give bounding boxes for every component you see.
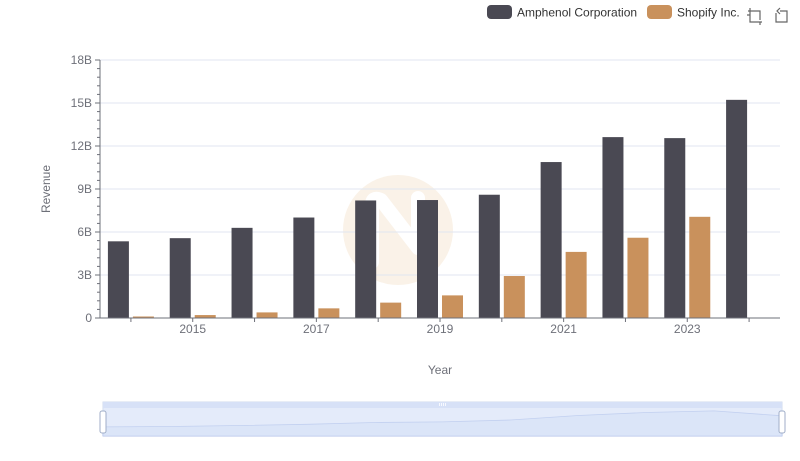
bar-amphenol-corporation-2022[interactable] xyxy=(602,137,624,318)
bar-amphenol-corporation-2024[interactable] xyxy=(726,99,748,318)
data-zoom-slider[interactable] xyxy=(99,401,786,437)
x-tick-label: 2019 xyxy=(427,322,454,336)
bar-amphenol-corporation-2014[interactable] xyxy=(107,241,129,318)
data-zoom-move-handle[interactable] xyxy=(438,403,447,406)
bar-amphenol-corporation-2015[interactable] xyxy=(169,238,191,318)
legend-label: Amphenol Corporation xyxy=(517,6,637,20)
y-tick-label: 9B xyxy=(77,182,92,196)
bar-shopify-inc-2019[interactable] xyxy=(442,295,463,318)
x-tick-label: 2021 xyxy=(550,322,577,336)
x-tick-label: 2015 xyxy=(179,322,206,336)
y-tick-label: 6B xyxy=(77,225,92,239)
bar-shopify-inc-2017[interactable] xyxy=(318,308,340,318)
data-zoom-handle-right[interactable] xyxy=(778,410,786,434)
legend-item-shopify-inc[interactable]: Shopify Inc. xyxy=(647,5,740,20)
bar-amphenol-corporation-2023[interactable] xyxy=(664,138,686,318)
y-axis: 0 3B 6B 9B 12B 15B 18B xyxy=(71,53,101,325)
x-axis: 2015 2017 2019 2021 2023 xyxy=(100,317,780,336)
y-axis-title: Revenue xyxy=(39,165,53,213)
bar-shopify-inc-2018[interactable] xyxy=(380,302,402,318)
bar-shopify-inc-2021[interactable] xyxy=(565,251,587,318)
bar-amphenol-corporation-2018[interactable] xyxy=(355,200,377,318)
zoom-icon[interactable] xyxy=(746,6,764,25)
bars xyxy=(107,99,748,318)
legend-swatch xyxy=(647,5,672,19)
bar-shopify-inc-2014[interactable] xyxy=(132,316,154,318)
y-tick-label: 15B xyxy=(71,96,92,110)
bar-amphenol-corporation-2016[interactable] xyxy=(231,227,253,318)
legend-label: Shopify Inc. xyxy=(677,6,740,20)
restore-icon[interactable] xyxy=(772,6,790,24)
x-tick-label: 2023 xyxy=(674,322,701,336)
x-axis-title: Year xyxy=(428,363,452,377)
legend-item-amphenol-corporation[interactable]: Amphenol Corporation xyxy=(487,5,637,20)
y-tick-label: 3B xyxy=(77,268,92,282)
bar-amphenol-corporation-2017[interactable] xyxy=(293,217,315,318)
x-tick-label: 2017 xyxy=(303,322,330,336)
legend: Amphenol Corporation Shopify Inc. xyxy=(487,5,740,20)
y-tick-label: 0 xyxy=(85,311,92,325)
y-tick-label: 12B xyxy=(71,139,92,153)
bar-shopify-inc-2015[interactable] xyxy=(194,315,216,318)
legend-swatch xyxy=(487,5,512,19)
bar-shopify-inc-2020[interactable] xyxy=(503,276,525,318)
bar-amphenol-corporation-2019[interactable] xyxy=(417,200,438,318)
data-zoom-selection xyxy=(103,408,782,436)
y-tick-label: 18B xyxy=(71,53,92,67)
bar-amphenol-corporation-2021[interactable] xyxy=(540,162,562,318)
bar-amphenol-corporation-2020[interactable] xyxy=(478,194,500,318)
data-zoom-handle-left[interactable] xyxy=(99,410,107,434)
bar-shopify-inc-2016[interactable] xyxy=(256,312,278,318)
bar-shopify-inc-2023[interactable] xyxy=(689,216,711,318)
bar-shopify-inc-2022[interactable] xyxy=(627,237,649,318)
